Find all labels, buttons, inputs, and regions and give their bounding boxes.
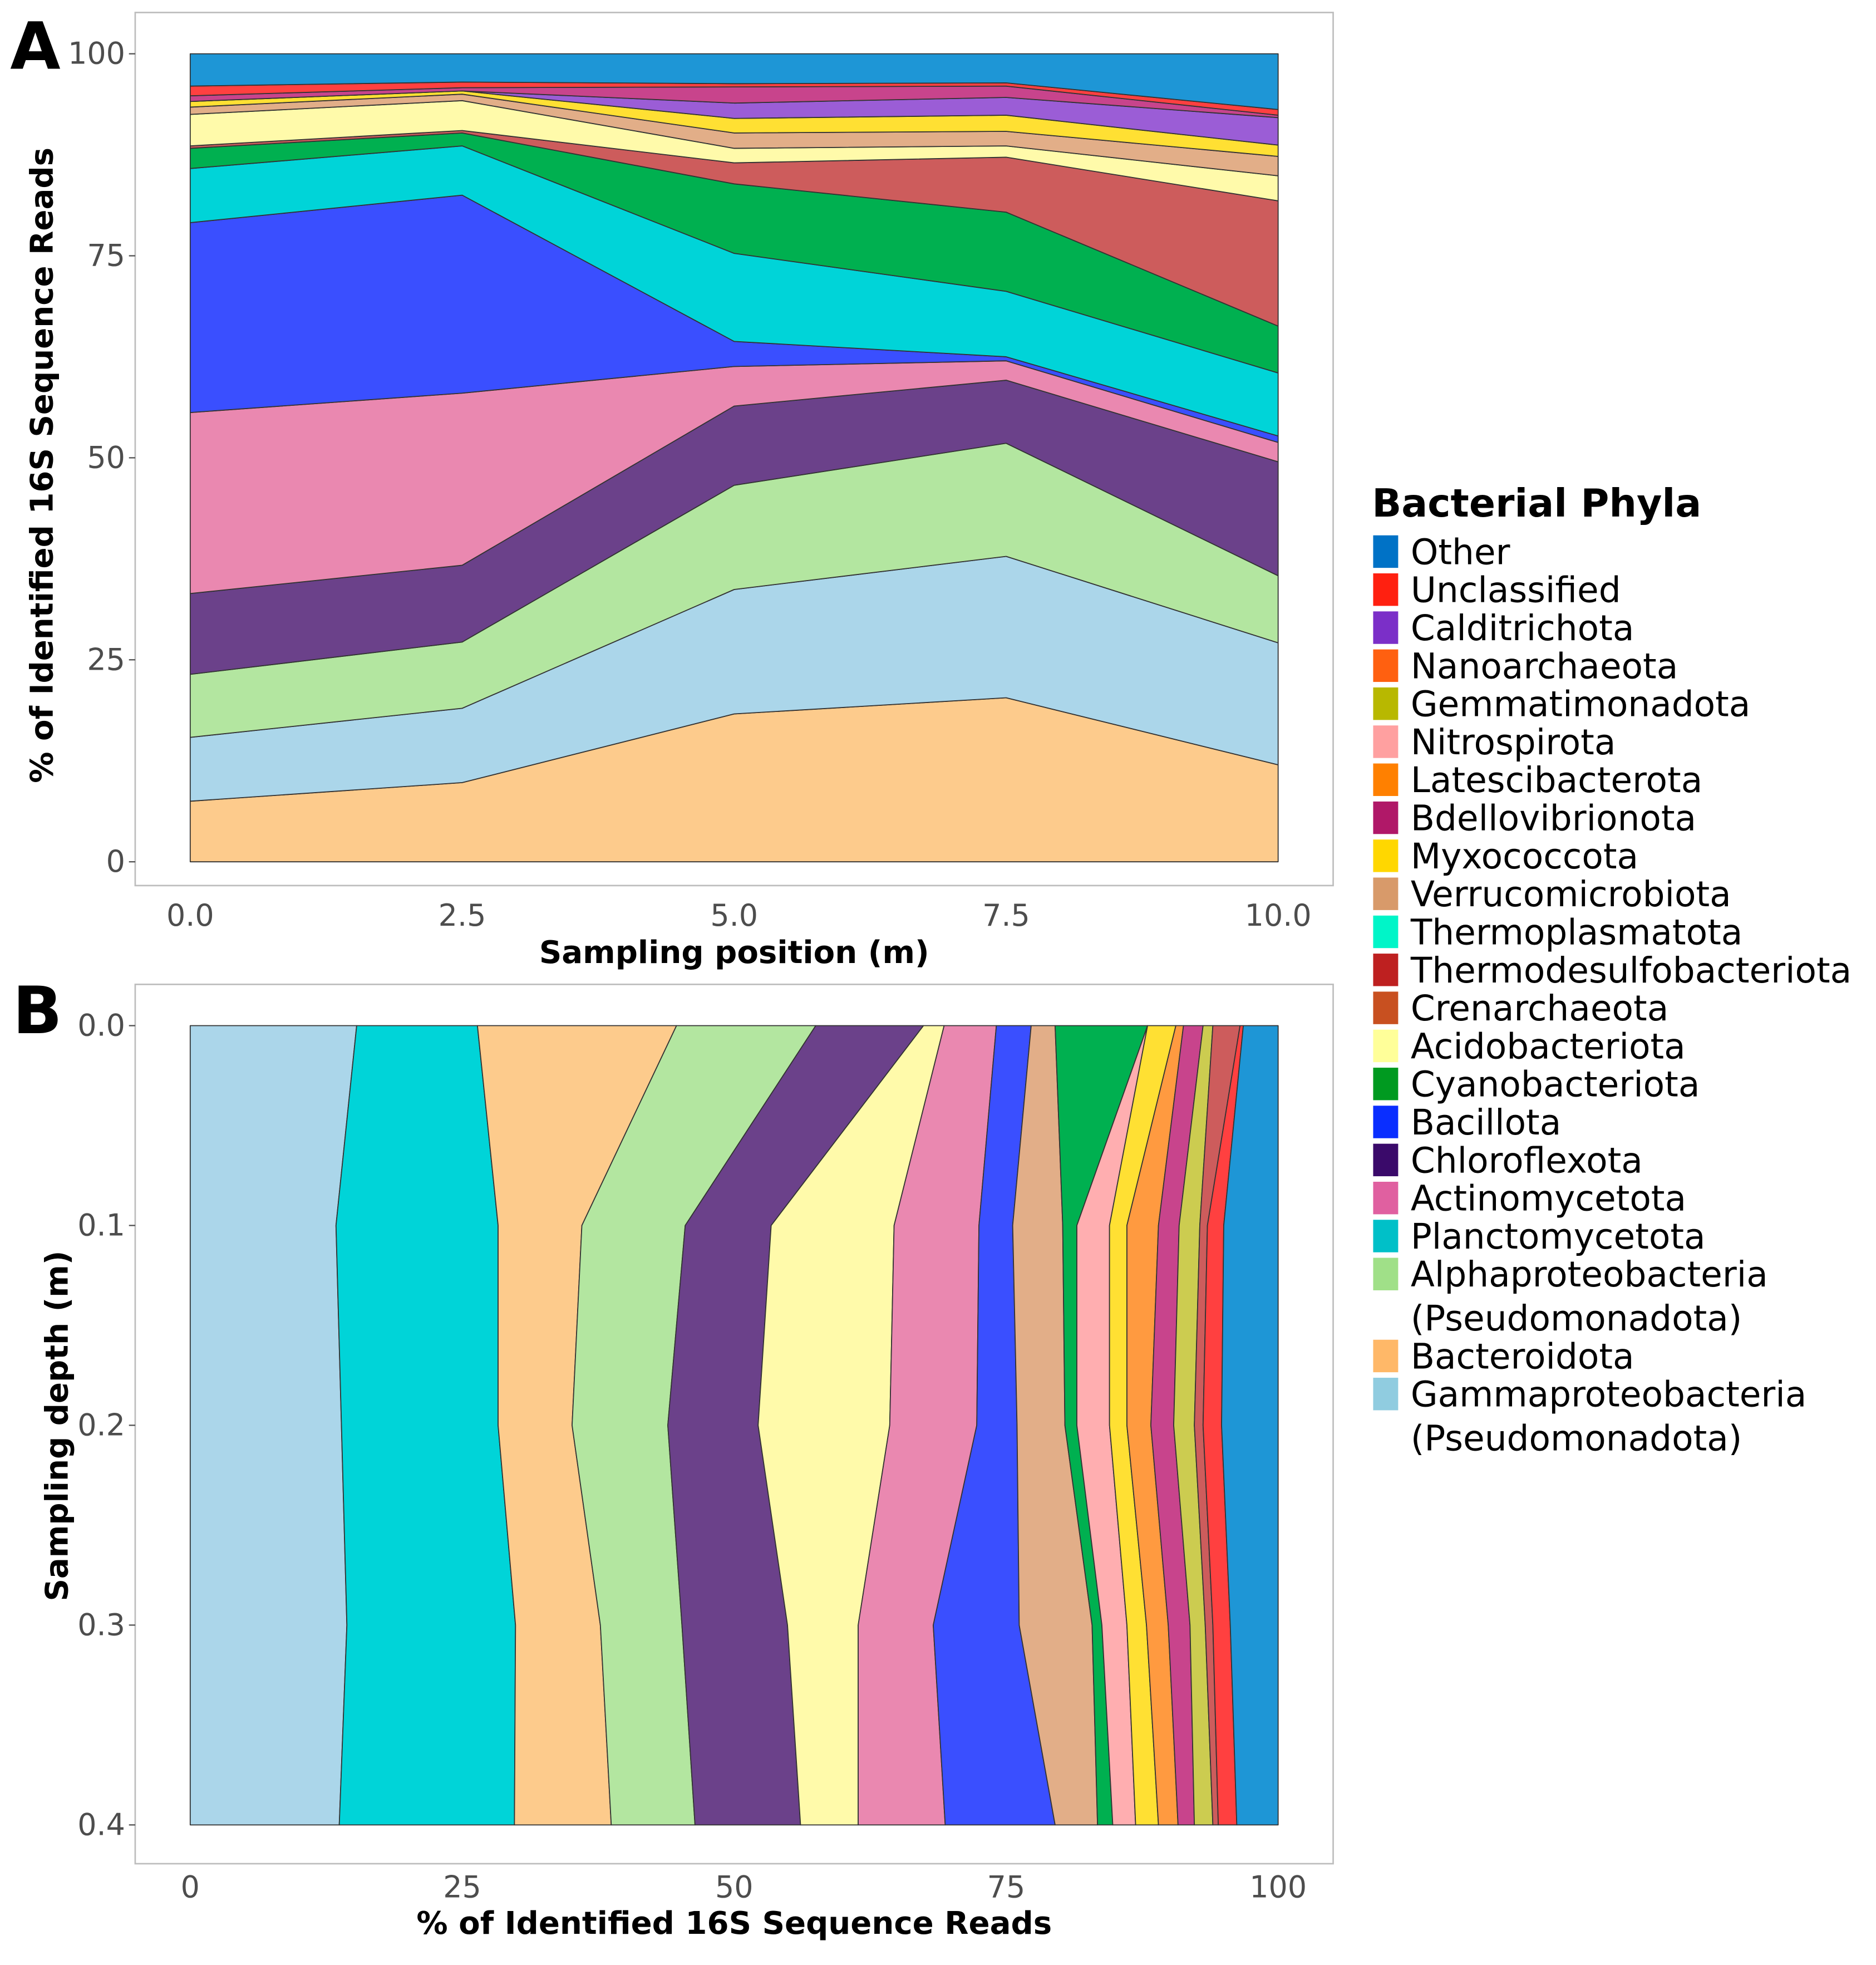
legend-label: Bacteroidota [1411, 1336, 1634, 1377]
legend-swatch-myxococcota [1373, 839, 1399, 872]
legend-swatch-calditrichota [1373, 611, 1399, 644]
legend-label: Acidobacteriota [1411, 1026, 1686, 1067]
legend-label: Unclassified [1411, 570, 1621, 611]
legend-label: Nitrospirota [1411, 722, 1616, 763]
legend-swatch-acidobacteriota [1373, 1029, 1399, 1063]
legend-swatch-bdellovibrionota [1373, 801, 1399, 834]
legend-label: Gammaproteobacteria [1411, 1374, 1806, 1415]
area-a-other [189, 53, 1279, 110]
legend-label: Nanoarchaeota [1411, 646, 1678, 686]
legend-label: Thermoplasmatota [1410, 912, 1742, 952]
legend: Bacterial Phyla OtherUnclassifiedCalditr… [1372, 481, 1852, 1458]
legend-swatch-thermoplasmatota [1373, 915, 1399, 949]
panel-b-y-tick-label: 0.4 [77, 1807, 125, 1842]
legend-swatch-gammaproteobacteria [1373, 1378, 1399, 1411]
panel-b-areas [189, 1025, 1279, 1826]
legend-swatch-bacteroidota [1373, 1339, 1399, 1373]
panel-a-y-tick-label: 75 [87, 238, 125, 273]
panel-b-letter: B [13, 973, 62, 1049]
legend-swatch-crenarchaeota [1373, 991, 1399, 1024]
legend-label-line2: (Pseudomonadota) [1411, 1298, 1742, 1339]
legend-swatch-verrucomicrobiota [1373, 877, 1399, 910]
panel-b-x-tick-label: 100 [1249, 1870, 1307, 1905]
panel-a-y-tick-label: 100 [68, 36, 125, 71]
legend-label: Other [1411, 532, 1510, 572]
panel-a-ticks: 0.0 2.5 5.0 7.5 10.0 0 25 50 75 100 [68, 36, 1312, 933]
panel-b-y-tick-label: 0.0 [77, 1008, 125, 1043]
legend-title: Bacterial Phyla [1372, 481, 1701, 526]
panel-b-ticks: 0 25 50 75 100 0.0 0.1 0.2 0.3 0.4 [77, 1008, 1307, 1904]
legend-swatch-bacillota [1373, 1106, 1399, 1138]
panel-b-x-tick-label: 25 [443, 1870, 481, 1905]
panel-a-y-tick-label: 0 [106, 844, 125, 879]
panel-b-x-tick-label: 50 [715, 1870, 754, 1905]
legend-swatch-nanoarchaeota [1373, 649, 1399, 682]
panel-a-letter: A [10, 9, 60, 85]
legend-label: Chloroflexota [1411, 1140, 1643, 1181]
legend-swatch-planctomycetota [1373, 1220, 1399, 1252]
legend-swatch-cyanobacteriota [1373, 1068, 1399, 1101]
legend-label: Cyanobacteriota [1411, 1064, 1700, 1105]
legend-items: OtherUnclassifiedCalditrichotaNanoarchae… [1373, 532, 1852, 1458]
panel-a-x-tick-label: 0.0 [166, 898, 214, 933]
panel-b-y-tick-label: 0.3 [77, 1607, 125, 1642]
panel-a-x-title: Sampling position (m) [539, 935, 929, 971]
legend-label: Myxococcota [1411, 836, 1638, 877]
panel-a: A 0.0 2.5 5.0 7.5 10.0 0 25 50 75 100 Sampling po… [10, 9, 1334, 971]
legend-swatch-other [1373, 535, 1399, 568]
panel-b-x-title: % of Identified 16S Sequence Reads [416, 1905, 1052, 1942]
legend-label: Crenarchaeota [1411, 988, 1668, 1029]
area-b-gammaproteobacteria-pseudomonadota [189, 1025, 357, 1826]
legend-swatch-alphaproteobacteria [1373, 1257, 1399, 1290]
panel-a-x-tick-label: 5.0 [710, 898, 758, 933]
panel-a-y-tick-label: 50 [87, 440, 125, 475]
legend-swatch-thermodesulfobacteriota [1373, 954, 1399, 986]
legend-label: Calditrichota [1411, 608, 1634, 649]
legend-label: Gemmatimonadota [1411, 684, 1751, 725]
legend-swatch-actinomycetota [1373, 1181, 1399, 1215]
panel-a-x-tick-label: 7.5 [982, 898, 1030, 933]
panel-b: B 0 25 50 75 100 0.0 0.1 0.2 0.3 0.4 % of Identif… [13, 973, 1334, 1942]
legend-swatch-nitrospirota [1373, 725, 1399, 758]
panel-a-y-title: % of Identified 16S Sequence Reads [24, 148, 61, 783]
legend-swatch-unclassified [1373, 573, 1399, 606]
area-b-planctomycetota [335, 1025, 516, 1826]
legend-label: Alphaproteobacteria [1411, 1254, 1768, 1295]
legend-label: Verrucomicrobiota [1411, 874, 1731, 915]
legend-label: Thermodesulfobacteriota [1410, 950, 1852, 991]
legend-swatch-latescibacterota [1373, 763, 1399, 796]
legend-label: Latescibacterota [1411, 760, 1702, 800]
panel-a-areas [189, 53, 1279, 863]
legend-swatch-chloroflexota [1373, 1143, 1399, 1177]
panel-b-y-tick-label: 0.1 [77, 1207, 125, 1242]
panel-a-y-tick-label: 25 [87, 642, 125, 677]
panel-b-x-tick-label: 0 [181, 1870, 200, 1905]
panel-b-y-title: Sampling depth (m) [40, 1251, 76, 1602]
legend-swatch-gemmatimonadota [1373, 687, 1399, 720]
legend-label: Bdellovibrionota [1411, 798, 1696, 839]
legend-label: Actinomycetota [1411, 1178, 1686, 1219]
panel-b-x-tick-label: 75 [987, 1870, 1026, 1905]
panel-b-y-tick-label: 0.2 [77, 1407, 125, 1442]
panel-a-x-tick-label: 10.0 [1245, 898, 1312, 933]
legend-label-line2: (Pseudomonadota) [1411, 1418, 1742, 1458]
panel-a-x-tick-label: 2.5 [439, 898, 486, 933]
legend-label: Bacillota [1411, 1102, 1561, 1143]
legend-label: Planctomycetota [1411, 1216, 1706, 1257]
area-b-other [1221, 1025, 1279, 1826]
